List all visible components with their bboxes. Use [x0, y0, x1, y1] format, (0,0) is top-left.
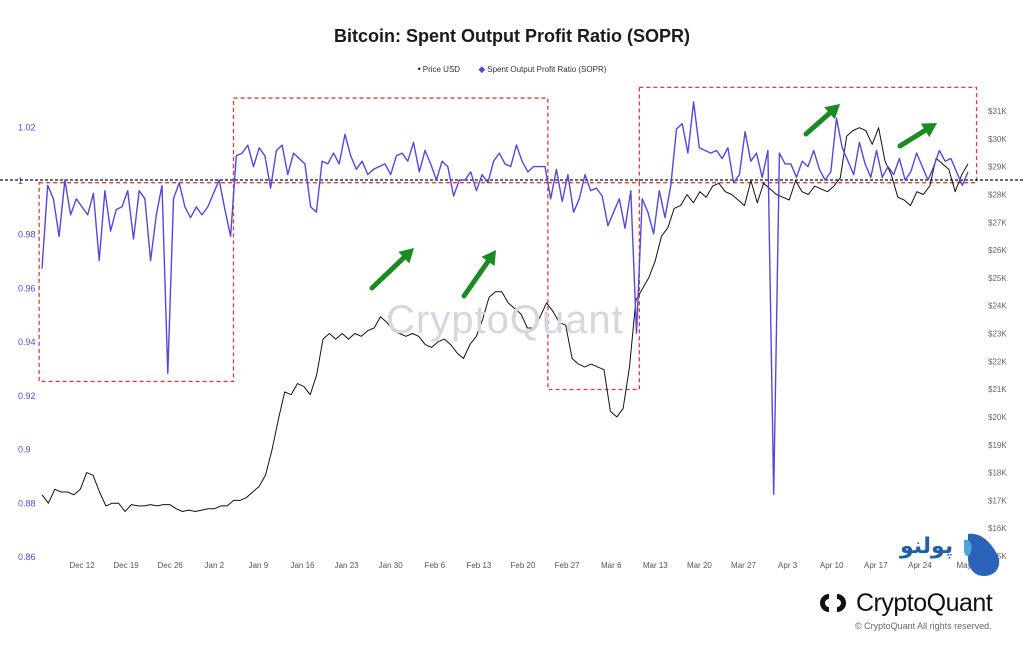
legend-item-sopr[interactable]: ◆ Spent Output Profit Ratio (SOPR)	[478, 64, 607, 74]
highlight-box	[638, 86, 978, 184]
watermark: CryptoQuant	[386, 298, 624, 342]
highlight-boxes	[38, 86, 978, 391]
x-tick-label: Feb 20	[511, 561, 536, 570]
x-tick-label: Mar 6	[601, 561, 622, 570]
x-tick-label: Apr 10	[820, 561, 844, 570]
x-tick-label: Jan 30	[379, 561, 404, 570]
trend-arrow-shaft	[803, 110, 833, 137]
y-left-tick-label: 0.92	[18, 391, 36, 401]
y-right-tick-label: $22K	[988, 357, 1007, 366]
x-tick-label: Dec 12	[69, 561, 95, 570]
x-tick-label: Jan 23	[335, 561, 360, 570]
x-tick-label: Jan 16	[290, 561, 315, 570]
sopr-series	[41, 101, 969, 495]
y-right-tick-label: $19K	[988, 441, 1007, 450]
y-right-tick-label: $27K	[988, 218, 1007, 227]
y-left-tick-label: 1.02	[18, 122, 36, 132]
trend-arrow-shaft	[897, 127, 928, 149]
x-tick-label: Apr 17	[864, 561, 888, 570]
x-tick-label: Feb 27	[555, 561, 580, 570]
y-left-tick-label: 0.96	[18, 283, 36, 293]
y-right-tick-label: $28K	[988, 190, 1007, 199]
x-tick-label: Mar 20	[687, 561, 712, 570]
chart-title: Bitcoin: Spent Output Profit Ratio (SOPR…	[334, 26, 690, 46]
y-left-tick-label: 0.98	[18, 230, 36, 240]
brand: CryptoQuant	[818, 588, 993, 618]
x-tick-label: Mar 27	[731, 561, 756, 570]
y-right-tick-label: $16K	[988, 524, 1007, 533]
trend-arrow-head	[824, 104, 840, 120]
y-left-tick-label: 0.86	[18, 552, 36, 562]
y-right-tick-label: $21K	[988, 385, 1007, 394]
legend-item-price[interactable]: • Price USD	[417, 64, 463, 74]
trend-arrows	[369, 104, 937, 299]
highlight-box	[232, 97, 549, 184]
highlight-box	[547, 182, 640, 391]
trend-arrow-head	[398, 248, 414, 264]
trend-arrow-shaft	[369, 255, 407, 291]
y-right-tick-label: $25K	[988, 274, 1007, 283]
price-series	[41, 127, 969, 512]
y-left-tick-label: 1	[18, 176, 23, 186]
x-tick-label: Feb 13	[466, 561, 491, 570]
x-tick-label: Jan 9	[249, 561, 269, 570]
trend-arrow-head	[481, 250, 496, 267]
x-tick-label: Dec 19	[113, 561, 139, 570]
overlay-logo	[898, 530, 1003, 580]
x-tick-label: Feb 6	[425, 561, 446, 570]
y-left-tick-label: 0.9	[18, 445, 31, 455]
y-right-tick-label: $24K	[988, 302, 1007, 311]
cryptoquant-logo-icon	[820, 594, 846, 612]
legend-price-label: Price USD	[422, 65, 461, 74]
trend-arrow-shaft	[461, 258, 491, 299]
y-right-tick-label: $18K	[988, 469, 1007, 478]
overlay-logo-text: پولنو	[900, 534, 954, 559]
y-left-tick-label: 0.88	[18, 498, 36, 508]
legend-sopr-label: Spent Output Profit Ratio (SOPR)	[487, 65, 607, 74]
x-tick-label: May	[956, 561, 971, 570]
y-left-tick-label: 0.94	[18, 337, 36, 347]
x-tick-label: Apr 3	[778, 561, 798, 570]
legend-price-marker: •	[417, 64, 421, 74]
trend-arrow-head	[920, 123, 937, 138]
y-right-tick-label: $26K	[988, 246, 1007, 255]
y-right-tick-label: $23K	[988, 330, 1007, 339]
price-line	[41, 127, 969, 512]
highlight-box	[38, 182, 235, 383]
axes: 0.860.880.90.920.940.960.9811.02$15K$16K…	[0, 107, 1024, 570]
legend-sopr-marker: ◆	[478, 64, 486, 74]
x-tick-label: Apr 24	[908, 561, 932, 570]
brand-name: CryptoQuant	[856, 588, 993, 617]
chart-legend[interactable]: • Price USD ◆ Spent Output Profit Ratio (S…	[0, 64, 1024, 75]
y-right-tick-label: $29K	[988, 163, 1007, 172]
y-right-tick-label: $17K	[988, 496, 1007, 505]
copyright-text: © CryptoQuant All rights reserved.	[855, 621, 992, 631]
y-right-tick-label: $31K	[988, 107, 1007, 116]
x-tick-label: Dec 26	[158, 561, 184, 570]
x-tick-label: Jan 2	[205, 561, 225, 570]
sopr-line	[41, 101, 969, 495]
y-right-tick-label: $20K	[988, 413, 1007, 422]
x-tick-label: Mar 13	[643, 561, 668, 570]
y-right-tick-label: $30K	[988, 135, 1007, 144]
